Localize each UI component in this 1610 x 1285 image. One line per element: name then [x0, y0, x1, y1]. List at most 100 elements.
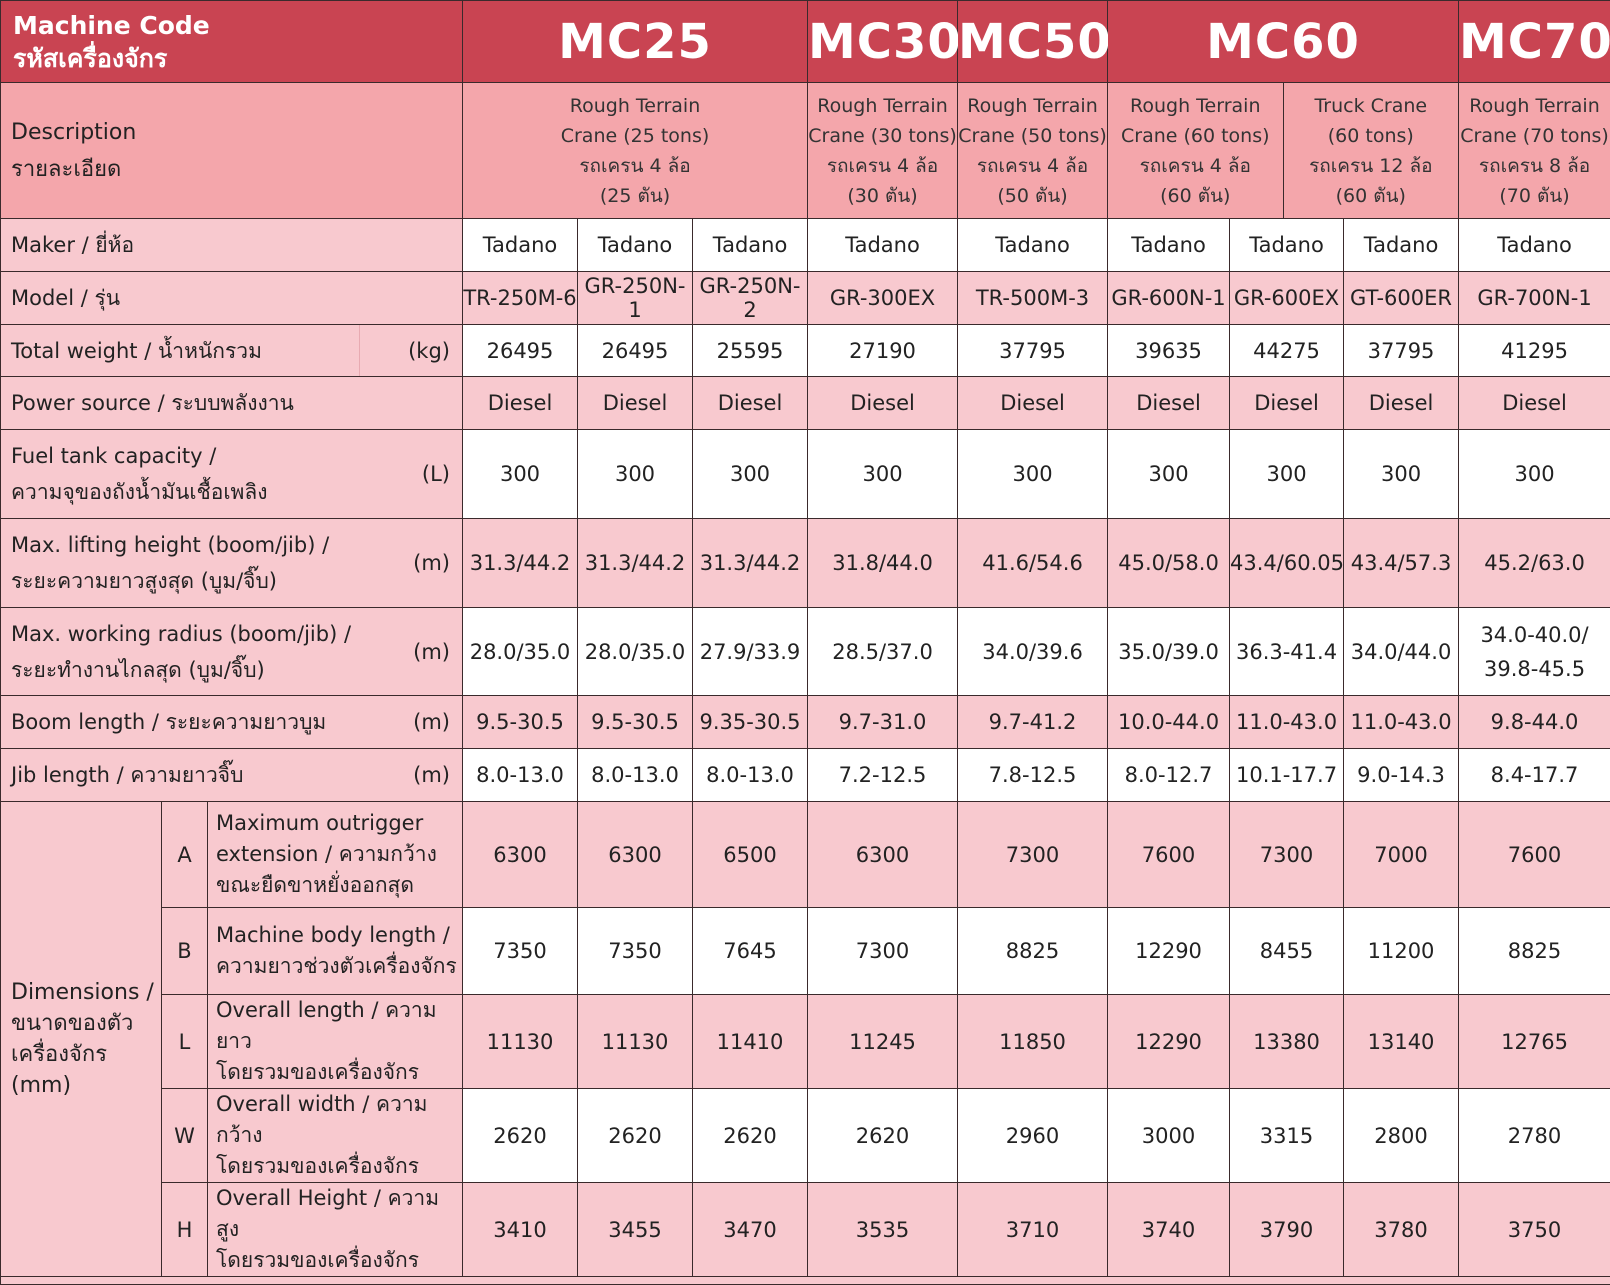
value-cell: 3315 — [1230, 1089, 1344, 1183]
value-cell: GR-250N-2 — [693, 272, 808, 325]
value-cell: 12765 — [1459, 995, 1610, 1089]
spec-row: Max. working radius (boom/jib) /ระยะทำงา… — [1, 608, 1610, 696]
value-cell: 26495 — [578, 325, 693, 377]
row-edge — [1, 1277, 1610, 1285]
value-cell: 44275 — [1230, 325, 1344, 377]
row-label: Max. working radius (boom/jib) /ระยะทำงา… — [1, 608, 463, 696]
unit-label: (m) — [413, 704, 450, 740]
value-cell: 6300 — [808, 802, 958, 908]
row-label: Total weight / น้ำหนักรวม(kg) — [1, 325, 463, 377]
unit-label: (kg) — [359, 325, 462, 376]
dimension-label-text: โดยรวมของเครื่องจักร — [216, 1248, 419, 1272]
value-cell: 300 — [1108, 430, 1230, 519]
value-cell: TR-250M-6 — [463, 272, 578, 325]
group-label-text: (mm) — [11, 1073, 71, 1098]
value-cell: Diesel — [808, 377, 958, 430]
value-cell: Tadano — [578, 219, 693, 272]
value-cell: GR-300EX — [808, 272, 958, 325]
unit-label: (L) — [422, 456, 450, 492]
value-cell: Diesel — [578, 377, 693, 430]
dimension-label-text: โดยรวมของเครื่องจักร — [216, 1060, 419, 1084]
row-label: Max. lifting height (boom/jib) / ระยะความ… — [1, 519, 463, 608]
description-line: (30 ตัน) — [847, 185, 917, 207]
value-cell: 12290 — [1108, 995, 1230, 1089]
description-line: รถเครน 4 ล้อ — [977, 155, 1088, 177]
title-th: รหัสเครื่องจักร — [13, 44, 167, 73]
dimension-label: Machine body length /ความยาวช่วงตัวเครื่… — [208, 908, 463, 995]
value-cell: GR-250N-1 — [578, 272, 693, 325]
value-cell: 7.2-12.5 — [808, 749, 958, 802]
value-cell: GR-600N-1 — [1108, 272, 1230, 325]
value-cell: 31.3/44.2 — [693, 519, 808, 608]
value-cell: Diesel — [1108, 377, 1230, 430]
row-label-text: Max. lifting height (boom/jib) / — [11, 533, 329, 557]
value-cell: 11200 — [1344, 908, 1459, 995]
unit-label: (m) — [413, 545, 450, 581]
value-cell: 36.3-41.4 — [1230, 608, 1344, 696]
row-label-text: Maker / ยี่ห้อ — [11, 233, 134, 257]
row-label-text: Model / รุ่น — [11, 286, 120, 310]
next-row-edge — [1, 1277, 1610, 1285]
row-label-text: ความจุของถังน้ำมันเชื้อเพลิง — [11, 480, 268, 504]
value-cell: 37795 — [1344, 325, 1459, 377]
value-cell: 2800 — [1344, 1089, 1459, 1183]
value-cell: 9.5-30.5 — [578, 696, 693, 749]
value-cell: Tadano — [1459, 219, 1610, 272]
spec-row: Max. lifting height (boom/jib) / ระยะความ… — [1, 519, 1610, 608]
value-cell: 3000 — [1108, 1089, 1230, 1183]
row-label-text: Power source / ระบบพลังงาน — [11, 391, 294, 415]
dimension-label-text: Overall length / ความยาว — [216, 998, 437, 1053]
value-cell: 8.4-17.7 — [1459, 749, 1610, 802]
dimension-label-text: ขณะยืดขาหยั่งออกสุด — [216, 873, 414, 897]
description-line: Truck Crane — [1314, 95, 1427, 117]
dimensions-group-label: Dimensions /ขนาดของตัวเครื่องจักร(mm) — [1, 802, 162, 1277]
value-cell: 7350 — [463, 908, 578, 995]
dimension-label-text: Maximum outrigger — [216, 811, 423, 835]
description-line: (60 tons) — [1328, 125, 1414, 147]
description-line: Crane (70 tons) — [1460, 125, 1609, 147]
description-line: Crane (30 tons) — [808, 125, 957, 147]
dimension-letter: W — [162, 1089, 208, 1183]
value-cell: 3470 — [693, 1183, 808, 1277]
value-cell: 3790 — [1230, 1183, 1344, 1277]
description-line: รถเครน 8 ล้อ — [1479, 155, 1590, 177]
row-label: Power source / ระบบพลังงาน — [1, 377, 463, 430]
value-cell: Tadano — [958, 219, 1108, 272]
value-cell: 3410 — [463, 1183, 578, 1277]
value-cell: Tadano — [808, 219, 958, 272]
value-cell: 31.3/44.2 — [463, 519, 578, 608]
value-cell: GR-600EX — [1230, 272, 1344, 325]
dimension-label-text: Overall width / ความกว้าง — [216, 1092, 428, 1147]
dimension-label-text: extension / ความกว้าง — [216, 842, 437, 866]
value-cell: 7600 — [1108, 802, 1230, 908]
description-line: (70 ตัน) — [1499, 185, 1569, 207]
value-cell: Tadano — [1344, 219, 1459, 272]
value-cell: 7000 — [1344, 802, 1459, 908]
description-line: (60 ตัน) — [1160, 185, 1230, 207]
row-label-text: ระยะความยาวสูงสุด (บูม/จิ๊บ) — [11, 569, 277, 593]
row-label: Maker / ยี่ห้อ — [1, 219, 463, 272]
spec-row: Fuel tank capacity /ความจุของถังน้ำมันเช… — [1, 430, 1610, 519]
value-cell: 6300 — [578, 802, 693, 908]
description-line: Rough Terrain — [817, 95, 947, 117]
description-line: (50 ตัน) — [997, 185, 1067, 207]
description-subcell: Truck Crane(60 tons)รถเครน 12 ล้อ(60 ตัน… — [1283, 83, 1459, 218]
value-cell: 6500 — [693, 802, 808, 908]
dimension-label: Overall width / ความกว้างโดยรวมของเครื่อ… — [208, 1089, 463, 1183]
value-cell: 10.0-44.0 — [1108, 696, 1230, 749]
row-label: Fuel tank capacity /ความจุของถังน้ำมันเช… — [1, 430, 463, 519]
value-cell: 11.0-43.0 — [1230, 696, 1344, 749]
dimension-label: Overall Height / ความสูงโดยรวมของเครื่อง… — [208, 1183, 463, 1277]
row-label-text: ระยะทำงานไกลสุด (บูม/จิ๊บ) — [11, 658, 265, 682]
group-label-text: Dimensions / — [11, 980, 154, 1005]
row-label: Jib length / ความยาวจิ๊บ(m) — [1, 749, 463, 802]
value-cell: 2780 — [1459, 1089, 1610, 1183]
value-cell: 9.8-44.0 — [1459, 696, 1610, 749]
